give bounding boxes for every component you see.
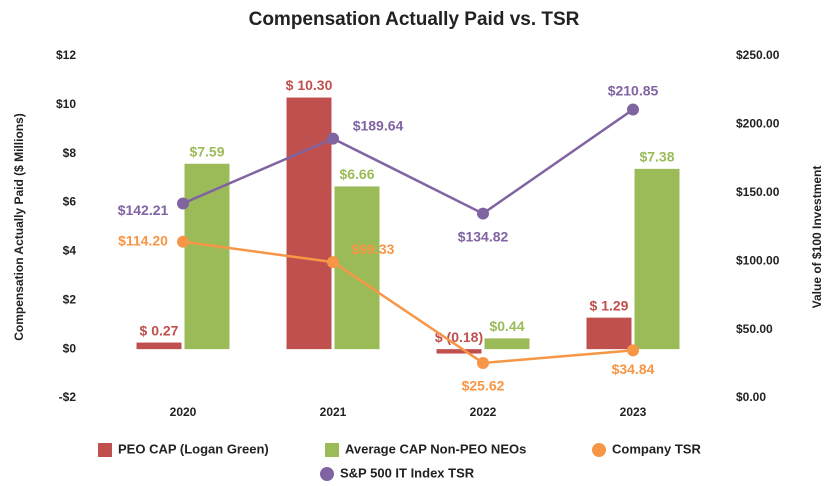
- point: [327, 132, 339, 145]
- legend-swatch: [592, 443, 606, 457]
- y-tick-label: $2: [63, 292, 77, 306]
- x-tick-label: 2020: [170, 405, 197, 419]
- y-tick-label: $12: [56, 48, 76, 62]
- y-tick-label: $10: [56, 97, 76, 111]
- data-label: $210.85: [608, 82, 659, 98]
- point: [477, 356, 489, 369]
- legend-label: Company TSR: [612, 441, 701, 456]
- bar: [586, 317, 632, 350]
- data-label: $34.84: [612, 361, 655, 377]
- point: [177, 235, 189, 248]
- legend-swatch: [320, 467, 334, 481]
- bar: [286, 97, 332, 350]
- y-tick-label: $6: [63, 195, 77, 209]
- y-tick-label: $8: [63, 146, 77, 160]
- data-label: $142.21: [118, 202, 169, 218]
- point: [177, 197, 189, 210]
- y-tick-label: $0: [63, 341, 77, 355]
- data-label: $189.64: [353, 117, 404, 133]
- point: [627, 103, 639, 116]
- x-tick-label: 2021: [320, 405, 347, 419]
- y2-tick-label: $0.00: [736, 390, 766, 404]
- data-label: $114.20: [118, 232, 168, 248]
- legend-label: S&P 500 IT Index TSR: [340, 465, 475, 480]
- data-label: $ 10.30: [286, 77, 333, 93]
- y2-tick-label: $100.00: [736, 253, 780, 267]
- data-label: $6.66: [339, 166, 374, 182]
- data-label: $0.44: [489, 318, 524, 334]
- bar: [634, 168, 680, 350]
- data-label: $ 1.29: [590, 297, 629, 313]
- data-label: $ (0.18): [435, 329, 483, 345]
- data-label: $99.33: [352, 241, 395, 257]
- point: [477, 207, 489, 220]
- legend-label: Average CAP Non-PEO NEOs: [345, 441, 526, 456]
- y2-tick-label: $200.00: [736, 117, 780, 131]
- y2-tick-label: $50.00: [736, 322, 773, 336]
- legend-swatch: [325, 443, 339, 457]
- y-axis-title: Compensation Actually Paid ($ Millions): [12, 113, 26, 341]
- bar: [484, 338, 530, 350]
- data-label: $134.82: [458, 228, 509, 244]
- point: [627, 344, 639, 357]
- data-label: $7.59: [189, 143, 224, 159]
- data-label: $7.38: [639, 149, 674, 165]
- x-tick-label: 2022: [470, 405, 497, 419]
- line: [182, 108, 634, 216]
- y-tick-label: $4: [63, 244, 77, 258]
- y-tick-label: -$2: [59, 390, 77, 404]
- x-tick-label: 2023: [620, 405, 647, 419]
- data-label: $ 0.27: [140, 322, 179, 338]
- bar: [136, 342, 182, 350]
- y2-tick-label: $150.00: [736, 185, 780, 199]
- chart-title: Compensation Actually Paid vs. TSR: [249, 9, 580, 30]
- bar: [184, 163, 230, 350]
- data-label: $25.62: [462, 378, 505, 394]
- legend-swatch: [98, 443, 112, 457]
- line: [182, 240, 634, 365]
- legend-label: PEO CAP (Logan Green): [118, 441, 269, 456]
- point: [327, 256, 339, 269]
- y2-axis-title: Value of $100 Investment: [810, 166, 824, 309]
- y2-tick-label: $250.00: [736, 48, 780, 62]
- bar: [436, 349, 482, 354]
